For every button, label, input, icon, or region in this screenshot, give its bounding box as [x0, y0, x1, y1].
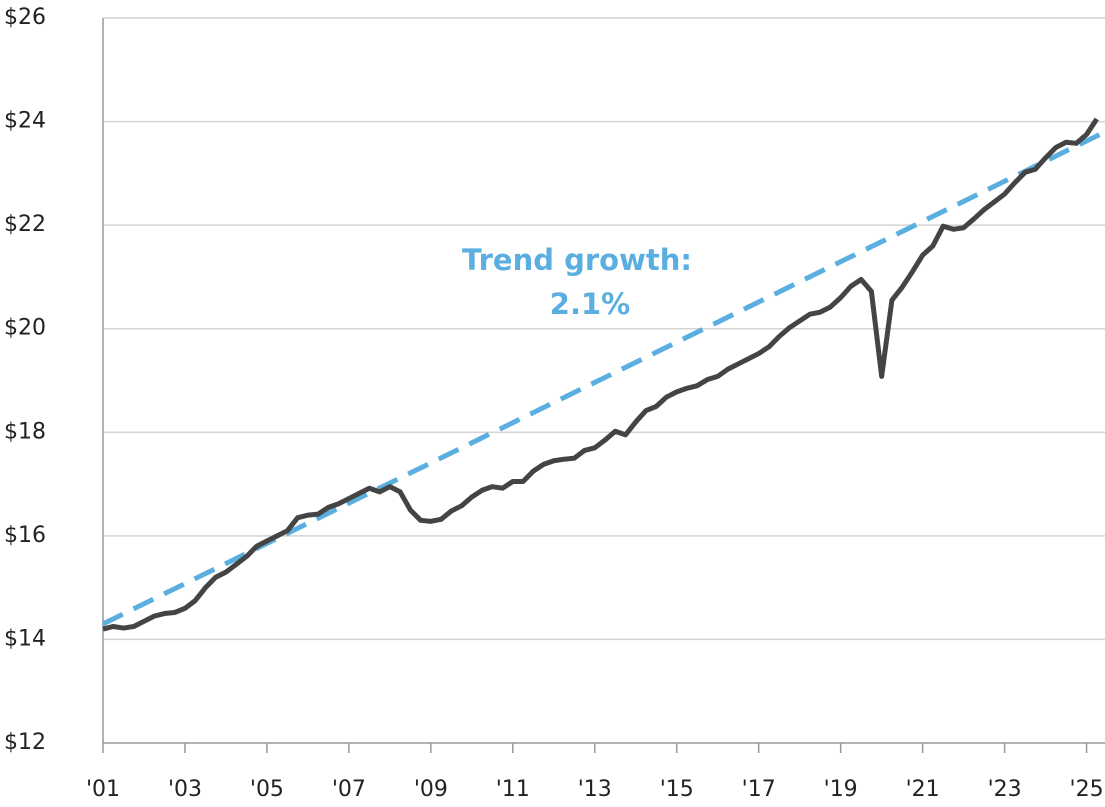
- y-tick-label: $20: [4, 316, 46, 341]
- x-tick-label: '23: [988, 777, 1022, 802]
- x-tick-label: '21: [906, 777, 940, 802]
- x-tick-label: '25: [1070, 777, 1104, 802]
- y-tick-label: $26: [4, 5, 46, 30]
- annotation: Trend growth:: [462, 243, 692, 277]
- y-tick-label: $12: [4, 730, 46, 755]
- x-tick-label: '01: [86, 777, 120, 802]
- x-tick-label: '13: [578, 777, 612, 802]
- y-tick-label: $14: [4, 626, 46, 651]
- y-tick-label: $18: [4, 419, 46, 444]
- x-tick-label: '03: [168, 777, 202, 802]
- x-tick-label: '07: [332, 777, 366, 802]
- annotation: 2.1%: [550, 287, 630, 321]
- x-tick-label: '05: [250, 777, 284, 802]
- x-tick-label: '19: [824, 777, 858, 802]
- line-series: [102, 117, 1099, 632]
- x-tick-label: '15: [660, 777, 694, 802]
- y-tick-label: $16: [4, 523, 46, 548]
- y-tick-label: $24: [4, 109, 46, 134]
- x-tick-label: '09: [414, 777, 448, 802]
- x-tick-label: '11: [496, 777, 530, 802]
- x-tick-label: '17: [742, 777, 776, 802]
- y-tick-label: $22: [4, 212, 46, 237]
